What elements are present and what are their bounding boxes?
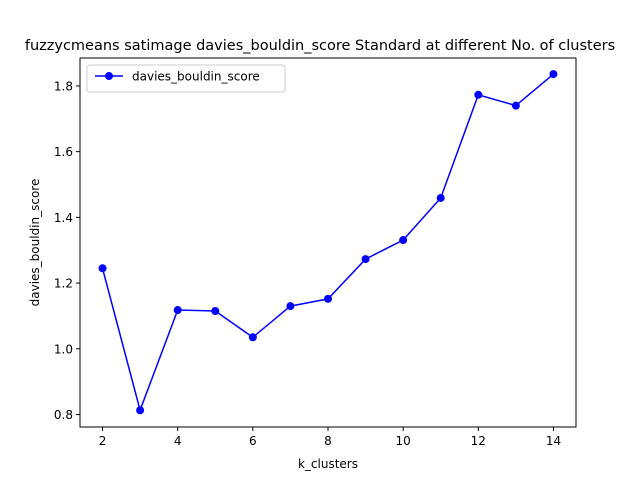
- plot-frame: [79, 57, 577, 428]
- x-tick-label: 8: [324, 434, 332, 448]
- data-point: [173, 306, 182, 315]
- data-point: [324, 294, 332, 303]
- data-point: [436, 193, 445, 202]
- data-point: [98, 264, 107, 273]
- plot-area: [80, 58, 576, 427]
- chart-title: fuzzycmeans satimage davies_bouldin_scor…: [25, 38, 615, 54]
- x-tick-label: 12: [471, 434, 486, 448]
- data-point: [136, 406, 145, 415]
- legend-frame: [86, 64, 286, 93]
- x-tick-label: 10: [396, 434, 411, 448]
- y-tick-label: 1.4: [54, 211, 73, 225]
- x-axis-label: k_clusters: [298, 457, 358, 471]
- data-point: [399, 236, 408, 245]
- x-tick-label: 2: [99, 434, 107, 448]
- y-tick-label: 1.0: [54, 342, 73, 356]
- data-point: [286, 302, 295, 311]
- legend-label: davies_bouldin_score: [132, 70, 260, 84]
- x-tick-label: 6: [249, 434, 257, 448]
- data-point: [511, 101, 520, 110]
- axes: 2 4 6 8 10 12 14 0.8 1.0 1.2 1.4 1.6 1.8: [54, 79, 561, 448]
- y-tick-label: 1.2: [54, 277, 73, 291]
- legend: davies_bouldin_score: [86, 64, 286, 93]
- legend-marker-swatch: [105, 72, 113, 80]
- y-tick-label: 1.6: [54, 145, 73, 159]
- data-point: [474, 90, 483, 99]
- y-tick-label: 1.8: [54, 79, 73, 93]
- data-point: [248, 333, 257, 342]
- y-tick-label: 0.8: [54, 408, 73, 422]
- y-axis-label: davies_bouldin_score: [28, 179, 42, 307]
- plot-marks: [98, 70, 558, 415]
- data-point: [549, 70, 558, 79]
- data-point: [361, 255, 370, 264]
- data-point: [211, 307, 220, 316]
- x-tick-label: 4: [174, 434, 182, 448]
- x-tick-label: 14: [546, 434, 561, 448]
